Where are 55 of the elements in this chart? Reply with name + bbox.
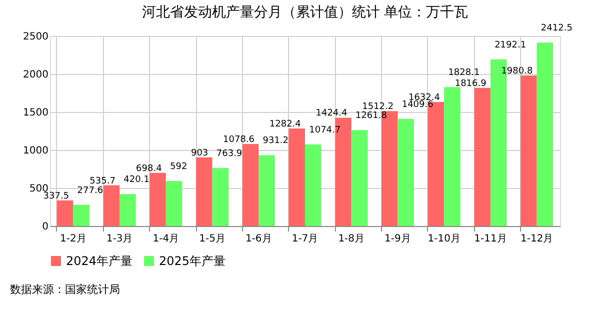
legend-label: 2024年产量 (66, 254, 133, 268)
bar (56, 200, 74, 226)
data-label: 2412.5 (540, 24, 572, 34)
x-tick-label: 1-4月 (152, 234, 180, 244)
x-tick-label: 1-6月 (245, 234, 272, 244)
x-tick-label: 1-7月 (292, 234, 318, 244)
data-label: 931.2 (262, 136, 289, 146)
y-tick-label: 1000 (23, 146, 48, 156)
bar (120, 194, 136, 226)
bar (288, 128, 305, 226)
bar (305, 144, 322, 226)
bar (398, 118, 414, 226)
bar (444, 87, 460, 226)
bar (196, 157, 212, 226)
data-label: 277.6 (77, 186, 104, 196)
bar (103, 185, 120, 226)
legend-label: 2025年产量 (159, 254, 226, 268)
y-tick-label: 1500 (23, 108, 48, 118)
x-tick-label: 1-10月 (428, 234, 460, 244)
bar (242, 144, 259, 226)
bar (474, 88, 490, 226)
source-note: 数据来源：国家统计局 (10, 283, 120, 296)
bar (212, 168, 228, 226)
data-label: 903 (190, 148, 208, 158)
x-tick-label: 1-9月 (384, 234, 411, 244)
data-label: 763.9 (216, 148, 242, 159)
data-label: 1424.4 (316, 108, 348, 119)
bar (73, 204, 90, 226)
x-tick-label: 1-12月 (520, 234, 554, 244)
bar (520, 75, 537, 226)
data-label: 698.4 (136, 164, 162, 174)
y-tick-label: 2000 (23, 70, 48, 80)
x-tick-label: 1-5月 (199, 234, 226, 244)
x-tick-label: 1-3月 (106, 234, 133, 244)
data-label: 592 (170, 162, 188, 172)
x-tick-label: 1-11月 (474, 234, 507, 244)
data-label: 1816.9 (454, 78, 487, 89)
bar (258, 155, 275, 226)
bar (166, 181, 182, 226)
bar (536, 42, 554, 226)
bar (351, 130, 368, 226)
x-tick-label: 1-2月 (60, 234, 86, 244)
bar (150, 172, 166, 226)
y-tick-label: 0 (42, 222, 48, 232)
data-label: 2192.1 (494, 40, 526, 50)
data-label: 1078.6 (223, 135, 255, 146)
x-tick-label: 1-8月 (338, 234, 365, 244)
data-label: 337.5 (43, 191, 70, 202)
data-label: 420.1 (124, 175, 150, 186)
chart-title: 河北省发动机产量分月（累计值）统计 单位：万千瓦 (142, 4, 468, 21)
data-label: 1282.4 (269, 120, 302, 130)
data-label: 1828.1 (448, 68, 480, 78)
y-tick-label: 2500 (23, 32, 48, 42)
data-label: 1512.2 (362, 102, 394, 112)
data-label: 535.7 (90, 176, 116, 186)
